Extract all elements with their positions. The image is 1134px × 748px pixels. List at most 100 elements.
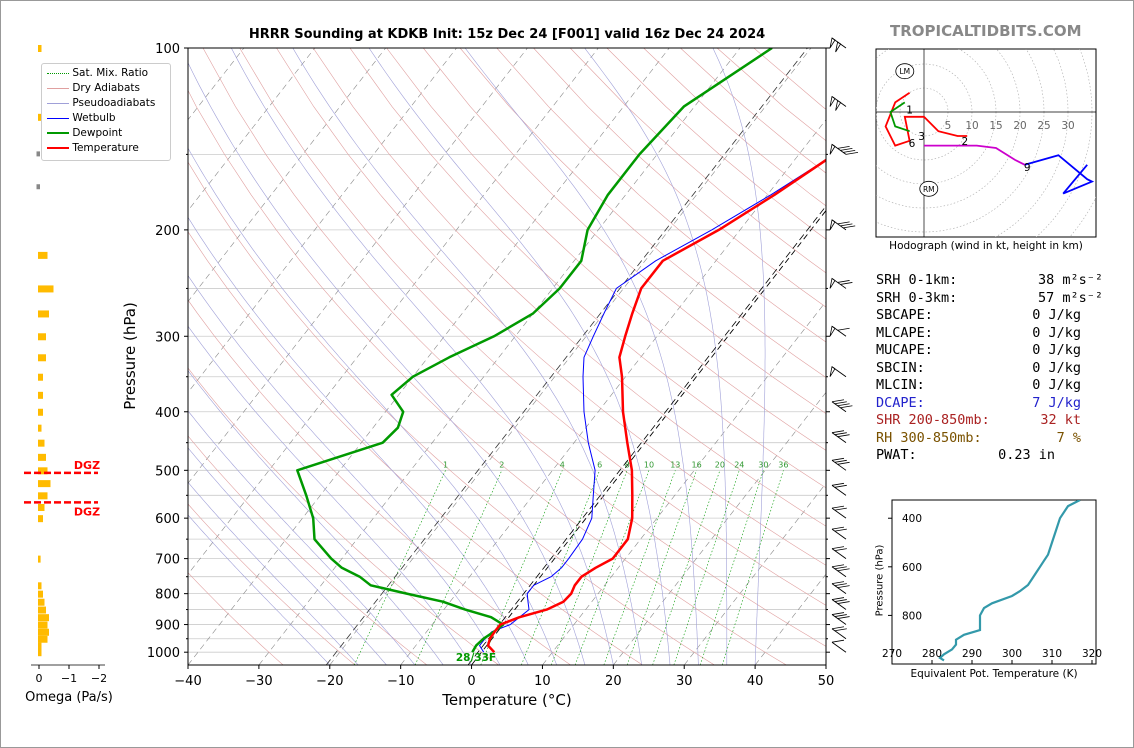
- omega-tick-label: −1: [61, 672, 77, 685]
- stat-label: SBCIN:: [876, 359, 925, 376]
- stat-value: 0 J/kg: [1032, 377, 1081, 393]
- mixing-ratio-line: [521, 470, 600, 665]
- barb-staff: [831, 528, 847, 540]
- mixing-ratio-label: 13: [670, 460, 680, 469]
- isotherm: [188, 48, 386, 302]
- wind-barb: [829, 95, 847, 111]
- omega-bar: [38, 492, 48, 500]
- omega-bar: [38, 333, 46, 341]
- legend-item: Wetbulb: [47, 112, 116, 124]
- omega-bar: [38, 649, 42, 657]
- dry-adiabat: [276, 48, 826, 566]
- dry-adiabat: [188, 572, 284, 665]
- barb-feather: [831, 639, 845, 643]
- wind-barb: [829, 37, 847, 53]
- pseudoadiabat: [292, 48, 642, 665]
- barb-feather: [837, 327, 850, 331]
- wind-barb: [829, 143, 859, 155]
- hodo-ring-label: 15: [989, 120, 1002, 132]
- mixing-ratio-line: [673, 470, 740, 665]
- omega-bar: [38, 503, 45, 511]
- barb-staff: [831, 484, 847, 496]
- dry-adiabat: [459, 48, 826, 378]
- stat-label: RH 300-850mb:: [876, 429, 982, 446]
- isotherm: [683, 482, 826, 665]
- omega-bar: [38, 635, 48, 643]
- y-tick-label: 200: [155, 224, 180, 239]
- barb-feather: [837, 461, 850, 465]
- barb-feather: [834, 528, 847, 532]
- pseudoadiabat: [188, 147, 557, 665]
- omega-bar: [38, 424, 42, 432]
- stat-label: MLCIN:: [876, 377, 925, 393]
- wind-barb: [831, 626, 847, 640]
- omega-bar: [38, 373, 43, 381]
- barb-staff: [831, 401, 847, 413]
- barb-feather: [831, 399, 845, 403]
- barb-feather: [837, 145, 850, 149]
- barb-feather: [840, 282, 853, 285]
- legend-label: Temperature: [72, 142, 139, 154]
- barb-staff: [831, 641, 847, 653]
- y-tick-label: 300: [155, 330, 180, 345]
- barb-staff: [831, 548, 847, 559]
- stat-label: PWAT:: [876, 447, 917, 463]
- barb-flag: [835, 99, 842, 111]
- isotherm: [613, 391, 826, 665]
- omega-bar: [38, 582, 42, 590]
- hodo-height-label: 3: [918, 131, 925, 143]
- theta-e-panel: 270 280 290 300 310 320 400 600 800: [882, 499, 1102, 665]
- theta-e-y-tick-label: 800: [902, 610, 922, 622]
- x-tick-label: 30: [676, 674, 693, 689]
- pseudoadiabat: [231, 48, 614, 665]
- dry-adiabat: [188, 299, 571, 665]
- barb-feather: [831, 526, 845, 530]
- theta-e-content: [938, 500, 1081, 662]
- hodo-ring-label: 30: [1061, 120, 1074, 132]
- isotherm: [188, 48, 457, 393]
- omega-bar: [38, 285, 54, 293]
- mixing-ratio-label: 8: [625, 460, 630, 469]
- barb-feather: [843, 225, 856, 229]
- wind-barb: [831, 505, 847, 519]
- barb-feather: [831, 430, 845, 434]
- barb-feather: [831, 612, 845, 615]
- hodo-segment-6-9km: [924, 144, 1026, 166]
- x-tick-label: 0: [467, 674, 475, 689]
- barb-feather: [831, 546, 845, 550]
- stat-row: SBCIN: 0 J/kg: [876, 360, 1091, 378]
- barb-feather: [837, 601, 850, 604]
- stat-label: SHR 200-850mb:: [876, 412, 990, 428]
- wind-barb: [831, 399, 853, 413]
- wind-barb: [829, 219, 856, 231]
- pseudoadiabat: [188, 325, 472, 665]
- storm-motion-marker: [919, 180, 939, 197]
- barb-feather: [831, 457, 845, 461]
- legend-item: Dry Adiabats: [47, 82, 140, 94]
- legend-label: Wetbulb: [72, 112, 116, 124]
- hodo-ring-label: 25: [1037, 120, 1050, 132]
- pseudoadiabat: [188, 410, 416, 665]
- stat-label: DCAPE:: [876, 394, 925, 411]
- legend: Sat. Mix. Ratio Dry Adiabats Pseudoadiab…: [41, 63, 171, 161]
- barb-staff: [831, 507, 847, 519]
- stat-value: 7 J/kg: [1032, 394, 1081, 411]
- legend-label: Sat. Mix. Ratio: [72, 67, 149, 79]
- barb-flag: [829, 143, 836, 155]
- x-tick-label: 50: [818, 674, 835, 689]
- barb-feather: [837, 585, 850, 589]
- y-tick-label: 900: [155, 619, 180, 634]
- mixing-ratio-label: 20: [715, 460, 725, 469]
- theta-e-y-tick-label: 600: [902, 562, 922, 574]
- theta-e-x-tick-label: 300: [1002, 648, 1022, 660]
- storm-motion-marker: [895, 63, 915, 80]
- isotherm: [0, 48, 31, 665]
- omega-axis-label: Omega (Pa/s): [25, 690, 113, 705]
- theta-e-line: [938, 500, 1081, 662]
- barb-feather: [834, 583, 847, 587]
- stat-row: MLCIN: 0 J/kg: [876, 377, 1091, 395]
- storm-motion-label: LM: [899, 67, 910, 76]
- isotherm: [188, 48, 316, 212]
- isotherm: [329, 48, 812, 665]
- storm-motion-label: RM: [923, 185, 935, 194]
